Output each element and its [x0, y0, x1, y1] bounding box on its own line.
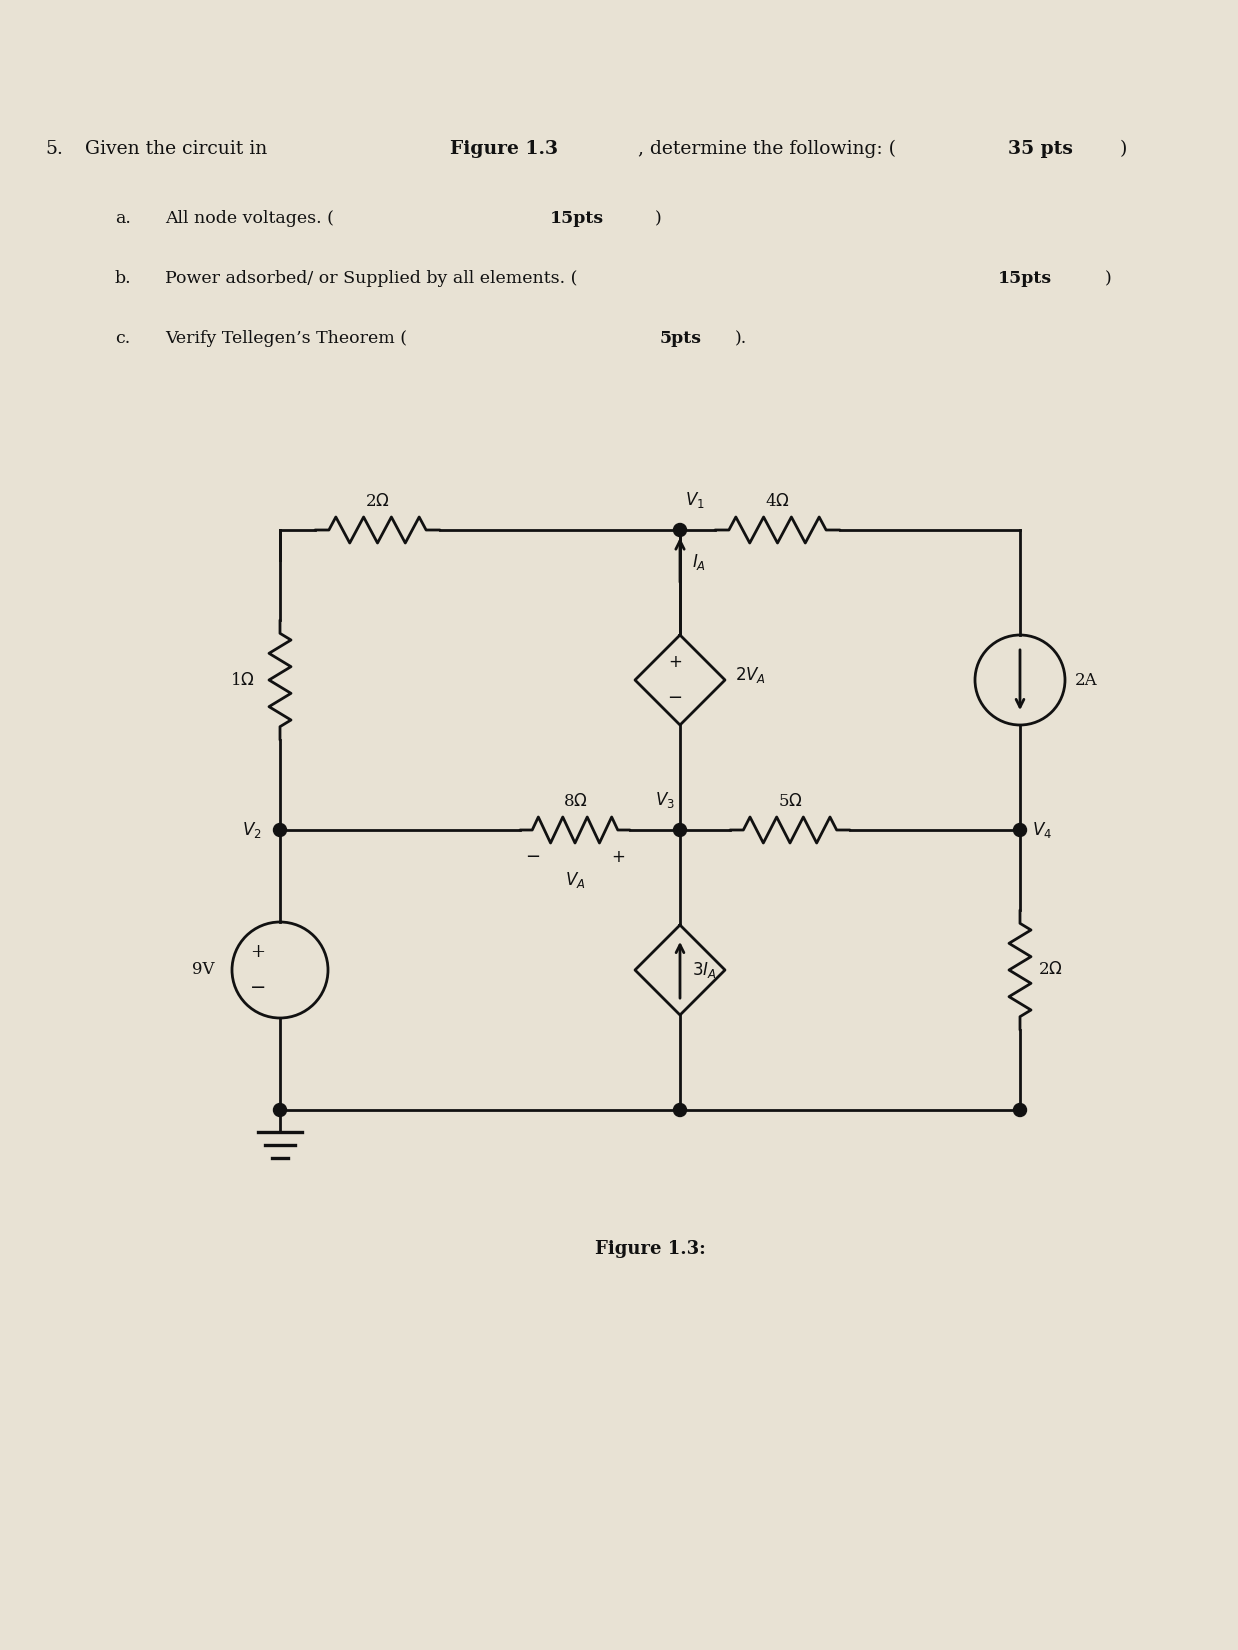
Circle shape: [1014, 823, 1026, 837]
Text: −: −: [667, 690, 682, 706]
Text: $2V_A$: $2V_A$: [735, 665, 766, 685]
Text: $V_A$: $V_A$: [565, 870, 586, 889]
Circle shape: [274, 1104, 286, 1117]
Text: Figure 1.3: Figure 1.3: [449, 140, 558, 158]
Text: 2$\Omega$: 2$\Omega$: [365, 493, 390, 510]
Text: $I_A$: $I_A$: [692, 553, 706, 573]
Text: All node voltages. (: All node voltages. (: [165, 210, 334, 228]
Text: 5pts: 5pts: [660, 330, 702, 346]
Text: 15pts: 15pts: [998, 271, 1052, 287]
Text: 2A: 2A: [1075, 672, 1098, 688]
Text: 9V: 9V: [192, 962, 215, 978]
Text: $V_2$: $V_2$: [243, 820, 262, 840]
Text: a.: a.: [115, 210, 131, 228]
Text: Given the circuit in: Given the circuit in: [85, 140, 274, 158]
Text: −: −: [525, 848, 540, 866]
Circle shape: [673, 1104, 687, 1117]
Circle shape: [1014, 1104, 1026, 1117]
Text: $V_1$: $V_1$: [685, 490, 704, 510]
Text: b.: b.: [115, 271, 131, 287]
Text: Power adsorbed/ or Supplied by all elements. (: Power adsorbed/ or Supplied by all eleme…: [165, 271, 577, 287]
Text: ): ): [1120, 140, 1128, 158]
Text: $V_4$: $V_4$: [1032, 820, 1052, 840]
Circle shape: [673, 523, 687, 536]
Text: 2$\Omega$: 2$\Omega$: [1037, 962, 1062, 978]
Text: 4$\Omega$: 4$\Omega$: [765, 493, 790, 510]
Text: Verify Tellegen’s Theorem (: Verify Tellegen’s Theorem (: [165, 330, 407, 346]
Circle shape: [673, 823, 687, 837]
Text: 1$\Omega$: 1$\Omega$: [230, 672, 255, 688]
Text: −: −: [250, 978, 266, 998]
Text: +: +: [250, 944, 265, 960]
Text: ): ): [655, 210, 662, 228]
Text: $V_3$: $V_3$: [655, 790, 675, 810]
Text: +: +: [669, 653, 682, 672]
Circle shape: [274, 823, 286, 837]
Text: $3I_A$: $3I_A$: [692, 960, 717, 980]
Text: ).: ).: [735, 330, 748, 346]
Text: 5$\Omega$: 5$\Omega$: [777, 794, 802, 810]
Text: 8$\Omega$: 8$\Omega$: [562, 794, 587, 810]
Text: 5.: 5.: [45, 140, 63, 158]
Text: 15pts: 15pts: [550, 210, 604, 228]
Text: , determine the following: (: , determine the following: (: [638, 140, 896, 158]
Text: +: +: [612, 848, 625, 866]
Text: 35 pts: 35 pts: [1008, 140, 1073, 158]
Text: c.: c.: [115, 330, 130, 346]
Text: ): ): [1106, 271, 1112, 287]
Text: Figure 1.3:: Figure 1.3:: [594, 1241, 706, 1257]
